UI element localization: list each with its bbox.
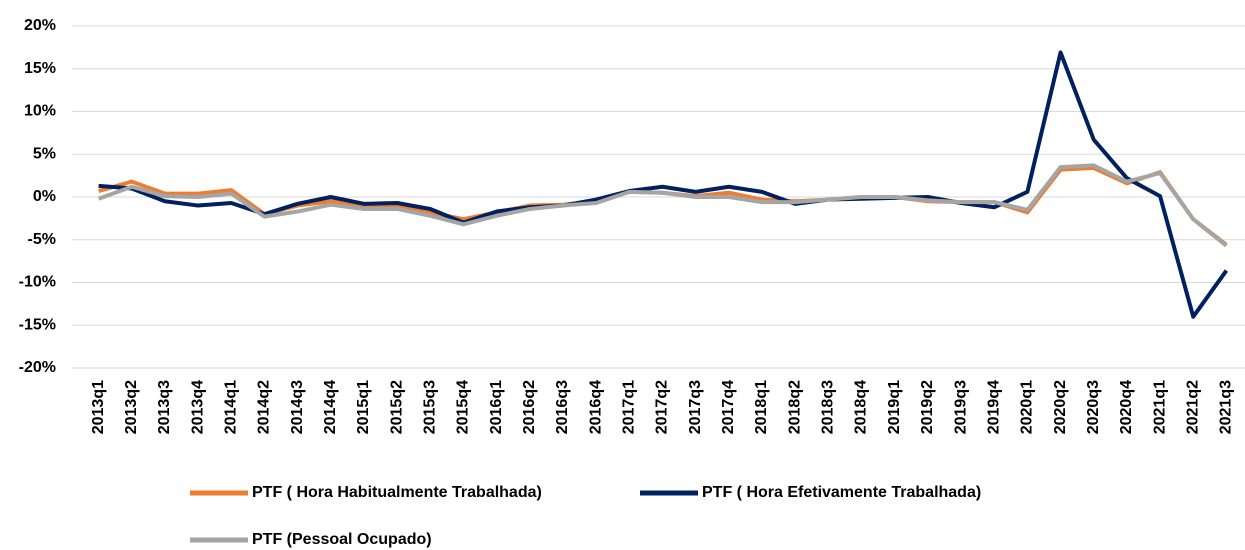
x-tick-label: 2013q4 <box>189 380 206 434</box>
legend-label: PTF ( Hora Habitualmente Trabalhada) <box>252 484 542 501</box>
x-tick-label: 2020q3 <box>1085 380 1102 434</box>
x-tick-label: 2020q1 <box>1019 380 1036 434</box>
x-tick-label: 2020q4 <box>1118 380 1135 434</box>
x-tick-label: 2021q2 <box>1184 380 1201 434</box>
x-tick-label: 2014q4 <box>322 380 339 434</box>
x-tick-label: 2014q2 <box>256 380 273 434</box>
x-tick-label: 2016q3 <box>554 380 571 434</box>
x-tick-label: 2017q1 <box>621 380 638 434</box>
y-tick-label: 10% <box>24 103 56 120</box>
y-tick-label: 5% <box>33 145 56 162</box>
x-tick-label: 2019q2 <box>919 380 936 434</box>
x-tick-label: 2016q1 <box>488 380 505 434</box>
x-tick-label: 2018q2 <box>786 380 803 434</box>
y-tick-label: 15% <box>24 60 56 77</box>
x-tick-label: 2016q2 <box>521 380 538 434</box>
x-tick-label: 2018q1 <box>753 380 770 434</box>
x-tick-label: 2019q4 <box>985 380 1002 434</box>
x-tick-label: 2015q1 <box>355 380 372 434</box>
y-tick-label: 0% <box>33 188 56 205</box>
x-tick-label: 2021q3 <box>1218 380 1235 434</box>
x-tick-label: 2013q1 <box>90 380 107 434</box>
y-tick-label: 20% <box>24 17 56 34</box>
x-tick-label: 2013q2 <box>123 380 140 434</box>
x-tick-label: 2018q3 <box>820 380 837 434</box>
series-line <box>98 50 1229 319</box>
y-tick-label: -15% <box>19 316 56 333</box>
x-tick-label: 2018q4 <box>853 380 870 434</box>
x-tick-label: 2015q2 <box>388 380 405 434</box>
x-tick-label: 2020q2 <box>1052 380 1069 434</box>
x-tick-label: 2019q3 <box>952 380 969 434</box>
x-tick-label: 2017q3 <box>687 380 704 434</box>
x-tick-label: 2016q4 <box>587 380 604 434</box>
x-tick-label: 2014q1 <box>222 380 239 434</box>
legend-label: PTF (Pessoal Ocupado) <box>252 531 432 548</box>
y-tick-label: -5% <box>28 231 56 248</box>
x-tick-label: 2021q1 <box>1151 380 1168 434</box>
series-line <box>97 163 1228 248</box>
x-tick-label: 2013q3 <box>156 380 173 434</box>
x-tick-label: 2017q4 <box>720 380 737 434</box>
y-tick-label: -10% <box>19 274 56 291</box>
x-tick-label: 2015q4 <box>455 380 472 434</box>
x-tick-label: 2015q3 <box>422 380 439 434</box>
legend-label: PTF ( Hora Efetivamente Trabalhada) <box>702 484 981 501</box>
y-tick-label: -20% <box>19 359 56 376</box>
series-line <box>98 165 1228 247</box>
x-tick-label: 2019q1 <box>886 380 903 434</box>
x-tick-label: 2014q3 <box>289 380 306 434</box>
x-tick-label: 2017q2 <box>654 380 671 434</box>
